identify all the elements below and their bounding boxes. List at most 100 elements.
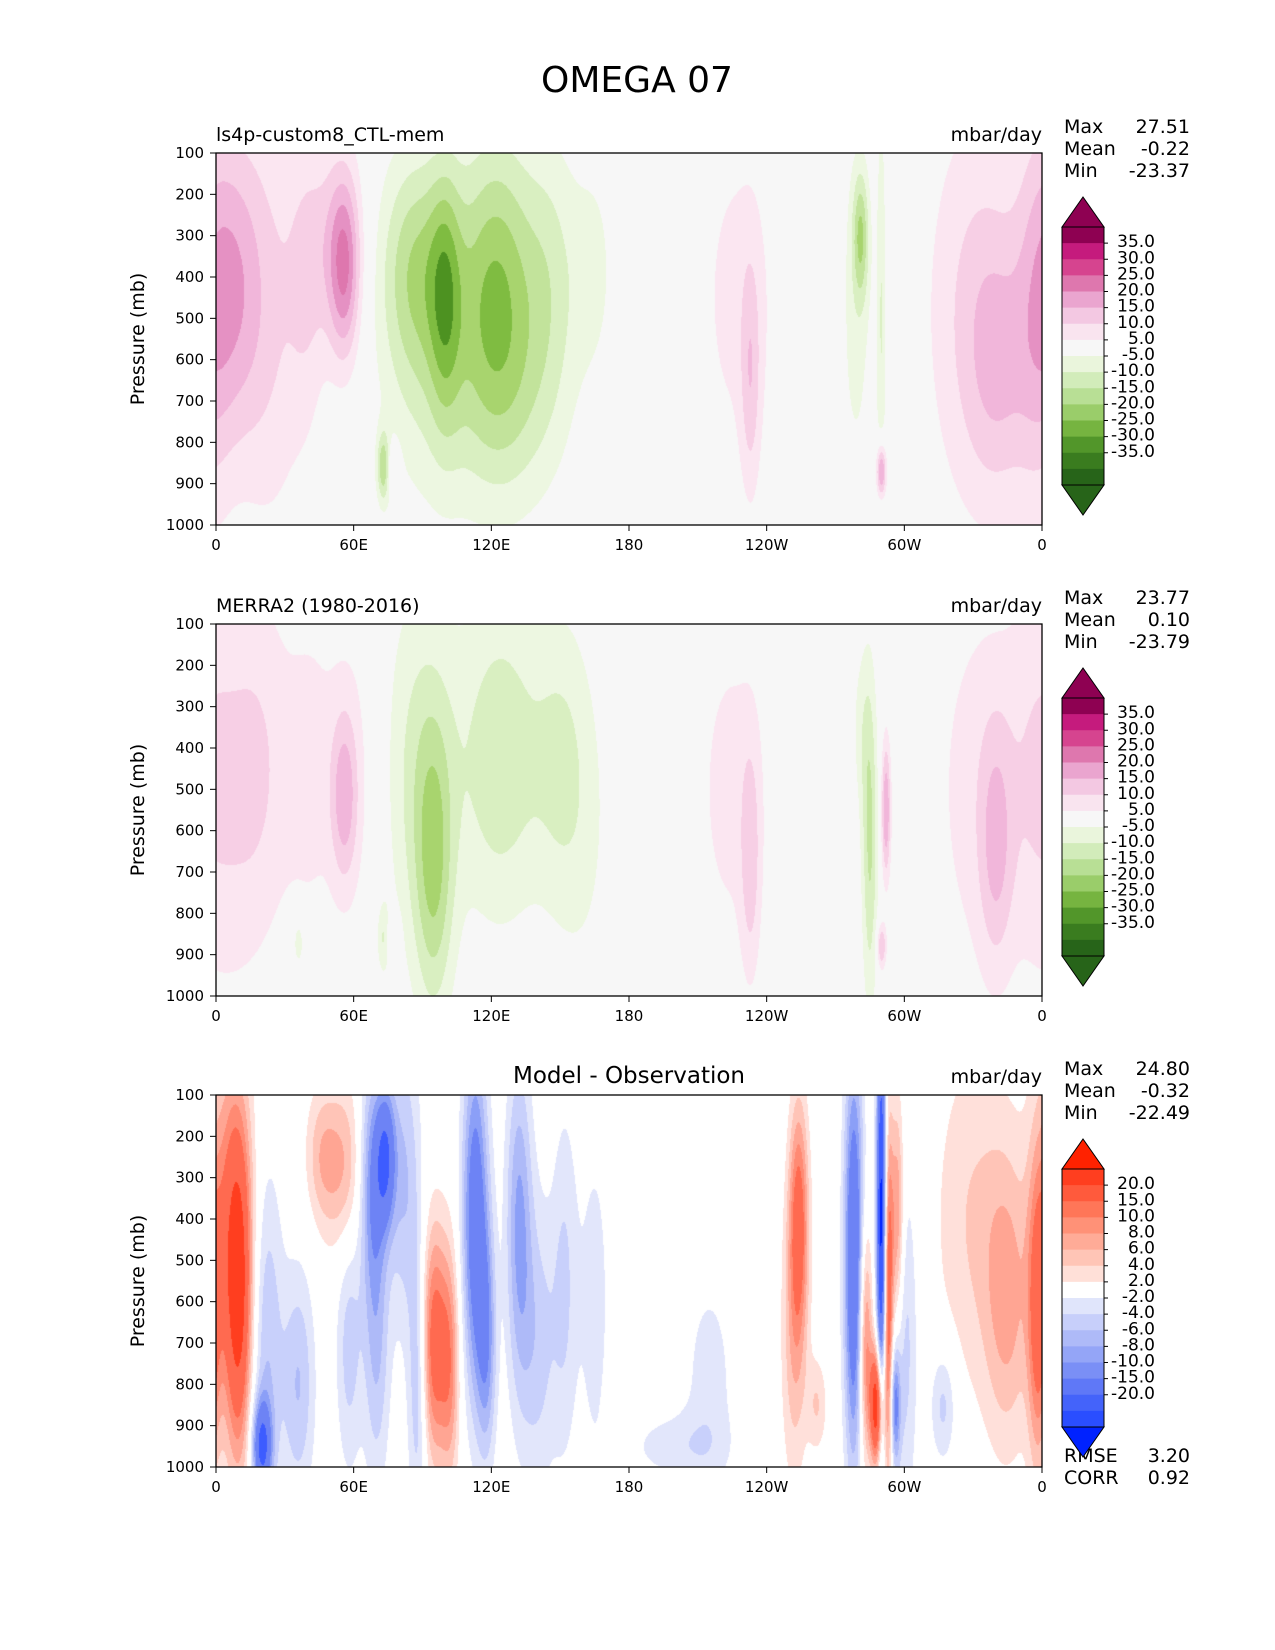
stat-value: 0.10 [1148, 609, 1190, 631]
y-tick-label: 400 [175, 1210, 204, 1228]
colorbar-segment [1062, 1410, 1104, 1428]
stat-value: -0.22 [1141, 138, 1190, 160]
x-tick-label: 120E [472, 536, 510, 554]
x-tick-label: 180 [615, 1478, 644, 1496]
panel-model: 100 200 300 400 500 600 700 800 900 1000 0 60E 120E 1… [127, 116, 1190, 554]
heatmap-field [216, 1095, 1042, 1467]
stat-value: -0.32 [1141, 1080, 1190, 1102]
colorbar-label: -2.0 [1122, 1287, 1155, 1307]
colorbar-segment [1062, 762, 1104, 780]
colorbar-label: 8.0 [1128, 1223, 1155, 1243]
colorbar-segment [1062, 1169, 1104, 1186]
colorbar-segment [1062, 1281, 1104, 1299]
colorbar-extend-top [1061, 196, 1105, 228]
y-tick-label: 300 [175, 1169, 204, 1187]
colorbar-segment [1062, 339, 1104, 357]
panel-observation: 100 200 300 400 500 600 700 800 900 1000 0 60E 120E 1… [127, 587, 1190, 1025]
colorbar-segment [1062, 939, 1104, 957]
x-tick-label: 180 [615, 536, 644, 554]
colorbar-segment [1062, 843, 1104, 860]
stat-label: Min [1064, 160, 1098, 182]
panel-difference: 100 200 300 400 500 600 700 800 900 1000 0 60E 120E 1… [127, 1058, 1190, 1496]
colorbar-segment [1062, 1362, 1104, 1380]
y-tick-label: 1000 [166, 1458, 204, 1476]
colorbar-label: 5.0 [1128, 800, 1155, 820]
colorbar-label: 4.0 [1128, 1255, 1155, 1275]
y-tick-label: 500 [175, 1251, 204, 1269]
x-tick-label: 120E [472, 1007, 510, 1025]
stat-label: Mean [1064, 1080, 1116, 1102]
colorbar-segment [1062, 698, 1104, 715]
colorbar-label: 10.0 [1117, 784, 1155, 804]
colorbar-label: -10.0 [1111, 1352, 1155, 1372]
y-tick-label: 800 [175, 904, 204, 922]
y-tick-label: 300 [175, 227, 204, 245]
colorbar-segment [1062, 388, 1104, 405]
stat-label: Mean [1064, 138, 1116, 160]
x-tick-label: 0 [211, 536, 221, 554]
y-tick-label: 700 [175, 863, 204, 881]
y-axis-label: Pressure (mb) [127, 744, 149, 877]
y-tick-label: 100 [175, 1086, 204, 1104]
x-tick-label: 120W [745, 1478, 789, 1496]
y-tick-label: 100 [175, 144, 204, 162]
colorbar-segment [1062, 1249, 1104, 1267]
stat-value: -22.49 [1129, 1102, 1190, 1124]
stat-value: 0.92 [1148, 1467, 1190, 1489]
colorbar-segment [1062, 468, 1104, 486]
stat-value: 24.80 [1136, 1058, 1190, 1080]
y-tick-label: 800 [175, 433, 204, 451]
colorbar-segment [1062, 730, 1104, 747]
y-tick-label: 600 [175, 1293, 204, 1311]
x-tick-label: 120W [745, 1007, 789, 1025]
y-tick-label: 800 [175, 1375, 204, 1393]
y-tick-label: 600 [175, 351, 204, 369]
y-tick-label: 300 [175, 698, 204, 716]
stat-label: Max [1064, 587, 1103, 609]
heatmap-field [216, 624, 1042, 996]
stat-label: Min [1064, 631, 1098, 653]
colorbar-label: 20.0 [1117, 1174, 1155, 1194]
colorbar-label: 15.0 [1117, 297, 1155, 317]
colorbar-label: -20.0 [1111, 864, 1155, 884]
colorbar-label: 15.0 [1117, 1190, 1155, 1210]
panel-center-title: Model - Observation [513, 1063, 745, 1089]
colorbar-segment [1062, 714, 1104, 731]
colorbar-label: -20.0 [1111, 1384, 1155, 1404]
x-tick-label: 60W [887, 1478, 921, 1496]
colorbar-label: -30.0 [1111, 897, 1155, 917]
colorbar-label: -35.0 [1111, 442, 1155, 462]
x-tick-label: 120E [472, 1478, 510, 1496]
colorbar-segment [1062, 1394, 1104, 1412]
colorbar-label: -8.0 [1122, 1335, 1155, 1355]
colorbar-label: -25.0 [1111, 881, 1155, 901]
stat-label: RMSE [1064, 1445, 1118, 1467]
x-tick-label: 120W [745, 536, 789, 554]
colorbar-label: 30.0 [1117, 248, 1155, 268]
colorbar-segment [1062, 794, 1104, 812]
colorbar-segment [1062, 827, 1104, 844]
colorbar-label: 30.0 [1117, 719, 1155, 739]
stat-value: 27.51 [1136, 116, 1190, 138]
colorbar-segment [1062, 1265, 1104, 1283]
colorbar-label: 35.0 [1117, 232, 1155, 252]
y-tick-label: 1000 [166, 987, 204, 1005]
colorbar-segment [1062, 1298, 1104, 1315]
panel-left-title: ls4p-custom8_CTL-mem [216, 124, 444, 146]
colorbar-segment [1062, 420, 1104, 438]
colorbar-extend-bottom [1061, 955, 1105, 987]
x-tick-label: 0 [1037, 1478, 1047, 1496]
colorbar-label: -10.0 [1111, 832, 1155, 852]
x-tick-label: 60W [887, 1007, 921, 1025]
y-tick-label: 200 [175, 1127, 204, 1145]
colorbar-segment [1062, 907, 1104, 925]
colorbar-label: 20.0 [1117, 752, 1155, 772]
colorbar-segment [1062, 307, 1104, 325]
colorbar-extend-top [1061, 1138, 1105, 1170]
y-axis-label: Pressure (mb) [127, 273, 149, 406]
colorbar-label: -5.0 [1122, 816, 1155, 836]
stat-label: Max [1064, 1058, 1103, 1080]
x-tick-label: 180 [615, 1007, 644, 1025]
colorbar-label: -15.0 [1111, 1368, 1155, 1388]
